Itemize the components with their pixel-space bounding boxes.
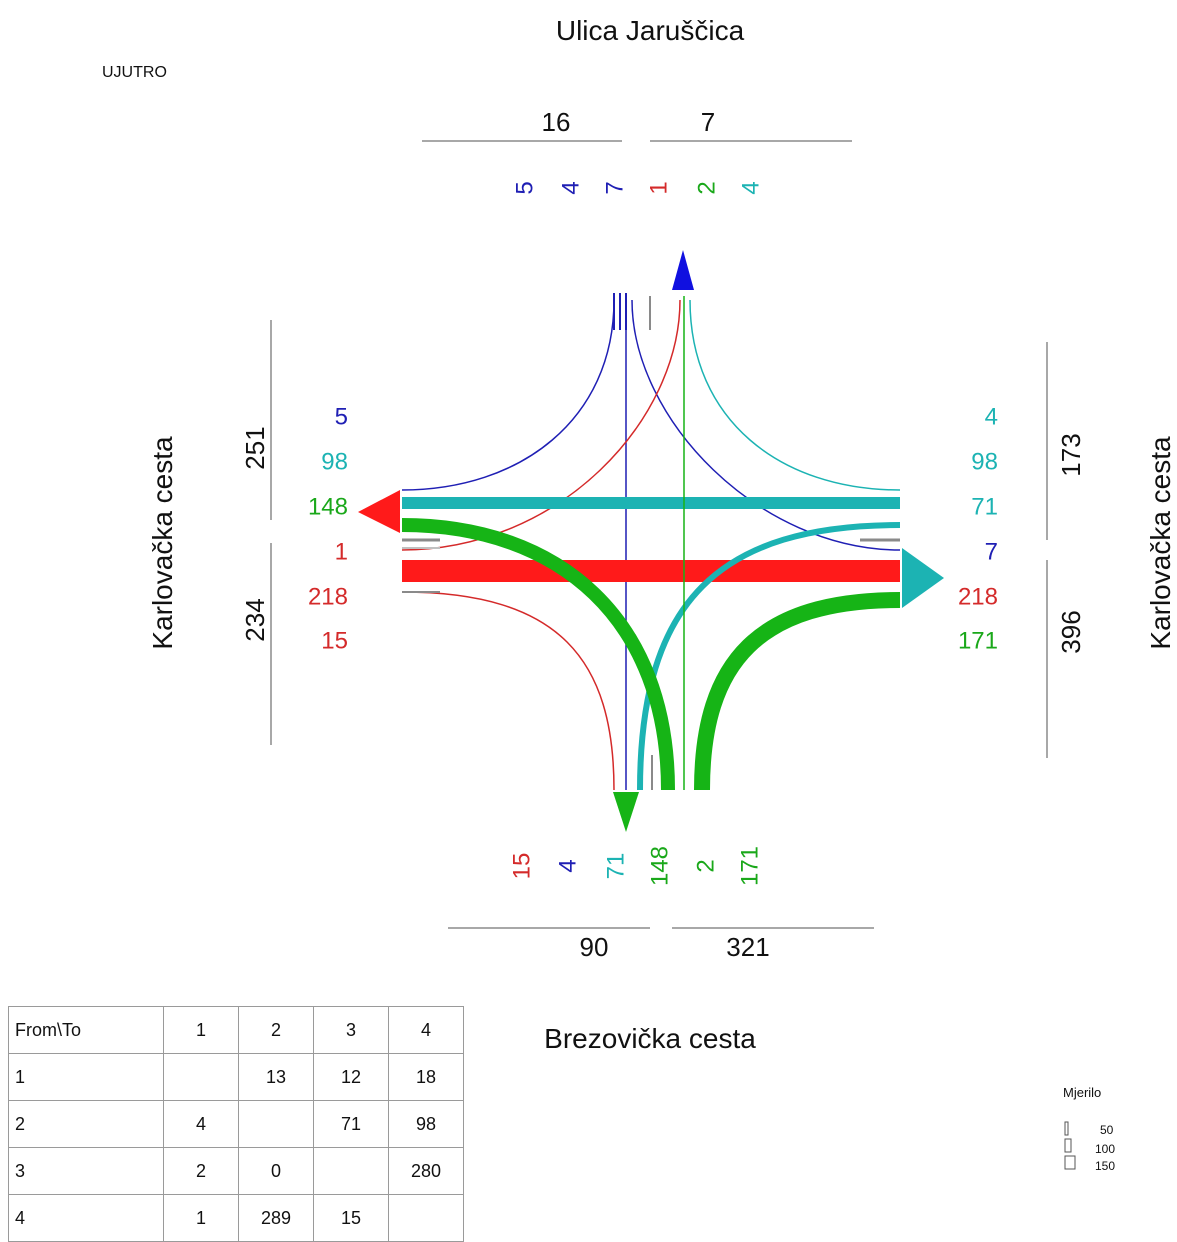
od-header-row: From\To 1 2 3 4 xyxy=(8,1006,464,1054)
band-red-to-north xyxy=(401,299,681,551)
west-flow-label: 5 xyxy=(335,403,348,430)
band-cyan-to-north xyxy=(689,299,901,491)
south-flow-label: 148 xyxy=(646,846,673,886)
scale-box-50 xyxy=(1064,1121,1069,1136)
south-flow-labels: 15 4 71 148 2 171 xyxy=(508,846,763,886)
south-flow-label: 71 xyxy=(602,853,629,880)
west-flow-label: 15 xyxy=(321,627,348,654)
scale-title: Mjerilo xyxy=(1063,1085,1101,1100)
od-cell: 0 xyxy=(238,1147,314,1195)
od-row-label: 4 xyxy=(8,1194,164,1242)
total-south-out: 90 xyxy=(580,932,609,962)
od-cell xyxy=(163,1053,239,1101)
od-row-label: 2 xyxy=(8,1100,164,1148)
arrow-south-exit xyxy=(613,792,639,832)
west-flow-label: 218 xyxy=(308,583,348,610)
north-flow-label: 2 xyxy=(693,181,720,194)
north-flow-label: 4 xyxy=(557,181,584,194)
total-west-top: 251 xyxy=(240,426,270,469)
od-header-from-to: From\To xyxy=(8,1006,164,1054)
od-row-label: 3 xyxy=(8,1147,164,1195)
south-flow-label: 15 xyxy=(508,853,535,880)
east-flow-label: 171 xyxy=(958,627,998,654)
band-blue-to-east xyxy=(631,299,901,551)
arrow-west-exit xyxy=(358,490,400,533)
od-cell: 71 xyxy=(313,1100,389,1148)
band-green-to-east xyxy=(694,592,901,791)
east-flow-label: 4 xyxy=(985,403,998,430)
band-green-to-west xyxy=(401,518,675,791)
od-cell: 12 xyxy=(313,1053,389,1101)
total-north-in: 7 xyxy=(701,107,715,137)
east-flow-label: 98 xyxy=(971,448,998,475)
south-flow-label: 4 xyxy=(554,859,581,872)
east-flow-labels: 4 98 71 7 218 171 xyxy=(958,403,998,654)
street-west: Karlovačka cesta xyxy=(147,436,178,650)
west-flow-label: 98 xyxy=(321,448,348,475)
od-cell: 4 xyxy=(163,1100,239,1148)
scale-legend: Mjerilo 50 100 150 xyxy=(1063,1085,1115,1173)
od-header-col-4: 4 xyxy=(388,1006,464,1054)
period-label: UJUTRO xyxy=(102,64,167,81)
od-cell: 13 xyxy=(238,1053,314,1101)
total-lines xyxy=(270,140,1048,929)
od-cell xyxy=(313,1147,389,1195)
scale-box-150 xyxy=(1064,1155,1076,1170)
total-west-bottom: 234 xyxy=(240,598,270,641)
total-south-in: 321 xyxy=(726,932,769,962)
north-flow-label: 5 xyxy=(511,181,538,194)
band-blue-to-west xyxy=(401,299,615,491)
scale-value-150: 150 xyxy=(1095,1159,1115,1173)
street-north: Ulica Jaruščica xyxy=(556,15,745,46)
od-row-1: 1 13 12 18 xyxy=(8,1053,464,1101)
od-row-3: 3 2 0 280 xyxy=(8,1147,464,1195)
od-cell: 289 xyxy=(238,1194,314,1242)
od-row-2: 2 4 71 98 xyxy=(8,1100,464,1148)
band-red-to-south xyxy=(401,591,615,791)
od-cell xyxy=(238,1100,314,1148)
od-row-label: 1 xyxy=(8,1053,164,1101)
east-flow-label: 71 xyxy=(971,493,998,520)
scale-value-100: 100 xyxy=(1095,1142,1115,1156)
od-cell: 2 xyxy=(163,1147,239,1195)
od-cell: 1 xyxy=(163,1194,239,1242)
street-south: Brezovička cesta xyxy=(544,1023,756,1054)
band-cyan-to-south xyxy=(637,522,901,791)
od-header-col-3: 3 xyxy=(313,1006,389,1054)
od-matrix: From\To 1 2 3 4 1 13 12 18 2 4 71 98 3 2… xyxy=(8,1006,464,1242)
od-row-4: 4 1 289 15 xyxy=(8,1194,464,1242)
south-flow-label: 171 xyxy=(736,846,763,886)
west-flow-labels: 5 98 148 1 218 15 xyxy=(308,403,348,654)
east-flow-label: 218 xyxy=(958,583,998,610)
total-east-top: 173 xyxy=(1056,433,1086,476)
north-flow-label: 7 xyxy=(601,181,628,194)
street-east: Karlovačka cesta xyxy=(1145,436,1176,650)
west-flow-label: 1 xyxy=(335,538,348,565)
scale-box-100 xyxy=(1064,1138,1072,1153)
od-cell: 280 xyxy=(388,1147,464,1195)
north-flow-label: 1 xyxy=(645,181,672,194)
south-flow-label: 2 xyxy=(692,859,719,872)
flow-bands xyxy=(401,293,901,791)
total-north-out: 16 xyxy=(542,107,571,137)
north-flow-label: 4 xyxy=(737,181,764,194)
od-cell: 18 xyxy=(388,1053,464,1101)
od-cell xyxy=(388,1194,464,1242)
arrow-north-exit xyxy=(672,250,694,290)
arrow-east-exit xyxy=(902,548,944,608)
od-cell: 98 xyxy=(388,1100,464,1148)
north-flow-labels: 5 4 7 1 2 4 xyxy=(511,181,764,194)
total-east-bottom: 396 xyxy=(1056,610,1086,653)
west-flow-label: 148 xyxy=(308,493,348,520)
scale-value-50: 50 xyxy=(1100,1123,1114,1137)
east-flow-label: 7 xyxy=(985,538,998,565)
od-header-col-1: 1 xyxy=(163,1006,239,1054)
od-cell: 15 xyxy=(313,1194,389,1242)
od-header-col-2: 2 xyxy=(238,1006,314,1054)
